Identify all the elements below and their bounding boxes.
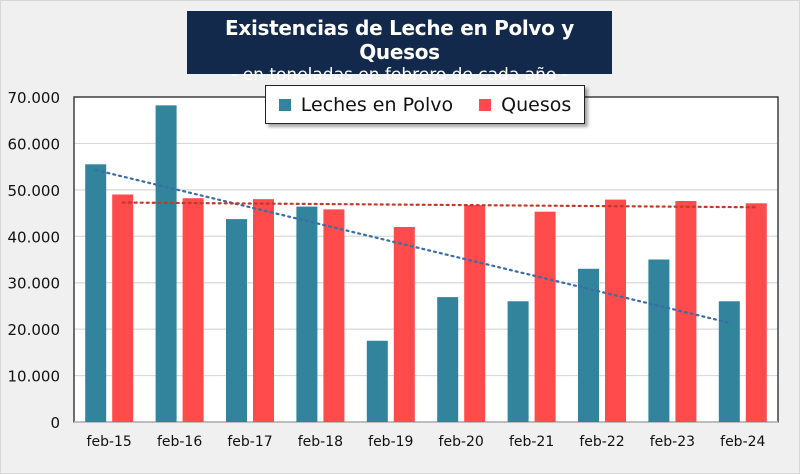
y-tick-label: 40.000: [8, 228, 61, 246]
bar-leche: [226, 219, 247, 422]
x-tick-label: feb-21: [509, 434, 554, 450]
x-tick-label: feb-24: [720, 434, 765, 450]
x-tick-label: feb-23: [650, 434, 695, 450]
legend-swatch-quesos: [479, 98, 492, 111]
x-tick-label: feb-18: [298, 434, 343, 450]
bar-leche: [85, 164, 107, 423]
y-tick-label: 30.000: [8, 275, 61, 293]
legend-label-quesos: Quesos: [501, 93, 572, 116]
bar-leche: [578, 268, 599, 422]
title-banner: Existencias de Leche en Polvo y Quesos -…: [187, 11, 612, 85]
x-tick-label: feb-15: [87, 434, 132, 450]
chart-title: Existencias de Leche en Polvo y Quesos: [224, 16, 575, 64]
bar-leche: [507, 301, 529, 422]
bar-leche: [155, 105, 177, 422]
y-tick-label: 70.000: [8, 89, 61, 107]
trendline-leche: [94, 168, 731, 324]
y-tick-label: 20.000: [8, 321, 61, 339]
bar-leche: [366, 340, 388, 422]
x-tick-label: feb-16: [157, 434, 202, 450]
bar-leche: [718, 301, 740, 422]
legend: Leches en Polvo Quesos: [265, 85, 585, 124]
trendline-quesos: [121, 201, 758, 209]
x-tick-label: feb-19: [368, 434, 413, 450]
legend-label-leche: Leches en Polvo: [300, 93, 454, 116]
chart-subtitle: - en toneladas en febrero de cada año -: [231, 65, 568, 85]
bar-quesos: [464, 205, 486, 422]
x-tick-label: feb-22: [579, 434, 624, 450]
plot-area: [74, 97, 778, 422]
bar-leche: [437, 297, 459, 422]
y-tick-label: 50.000: [8, 182, 61, 200]
legend-item-quesos: Quesos: [479, 94, 571, 116]
x-tick-label: feb-20: [439, 434, 484, 450]
bar-quesos: [253, 199, 274, 422]
bar-quesos: [182, 198, 204, 422]
y-tick-label: 60.000: [8, 135, 61, 153]
bar-quesos: [323, 209, 345, 422]
bar-leche: [648, 259, 670, 422]
bar-quesos: [393, 227, 415, 422]
y-tick-label: 0: [50, 414, 60, 432]
legend-swatch-leche: [278, 98, 291, 111]
bar-quesos: [534, 211, 556, 422]
bar-quesos: [605, 199, 626, 422]
x-tick-label: feb-17: [227, 434, 272, 450]
bar-quesos: [112, 194, 134, 422]
bar-leche: [296, 206, 318, 422]
bar-quesos: [745, 203, 767, 422]
y-tick-label: 10.000: [8, 368, 61, 386]
legend-item-leche: Leches en Polvo: [278, 93, 454, 116]
